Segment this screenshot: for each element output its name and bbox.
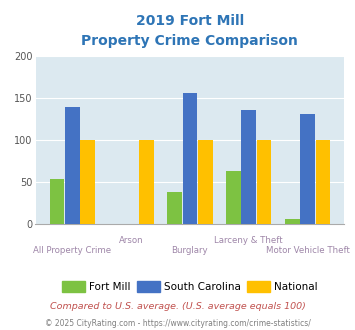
Bar (50, 179, 64, 224)
Text: Larceny & Theft: Larceny & Theft (214, 236, 283, 245)
Text: Arson: Arson (119, 236, 143, 245)
Bar (300, 114, 315, 224)
Legend: Fort Mill, South Carolina, National: Fort Mill, South Carolina, National (58, 277, 322, 296)
Bar (182, 93, 197, 224)
Bar (198, 140, 213, 224)
Bar (226, 171, 241, 224)
Bar (241, 110, 256, 224)
Bar (80, 140, 95, 224)
Title: 2019 Fort Mill
Property Crime Comparison: 2019 Fort Mill Property Crime Comparison (82, 15, 298, 48)
Bar (65, 107, 80, 224)
Bar (139, 140, 154, 224)
Text: © 2025 CityRating.com - https://www.cityrating.com/crime-statistics/: © 2025 CityRating.com - https://www.city… (45, 319, 310, 328)
Text: All Property Crime: All Property Crime (33, 246, 111, 255)
Text: Motor Vehicle Theft: Motor Vehicle Theft (266, 246, 350, 255)
Bar (285, 219, 300, 224)
Bar (316, 140, 330, 224)
Bar (257, 140, 272, 224)
Bar (167, 192, 182, 224)
Text: Burglary: Burglary (171, 246, 208, 255)
Text: Compared to U.S. average. (U.S. average equals 100): Compared to U.S. average. (U.S. average … (50, 302, 305, 311)
